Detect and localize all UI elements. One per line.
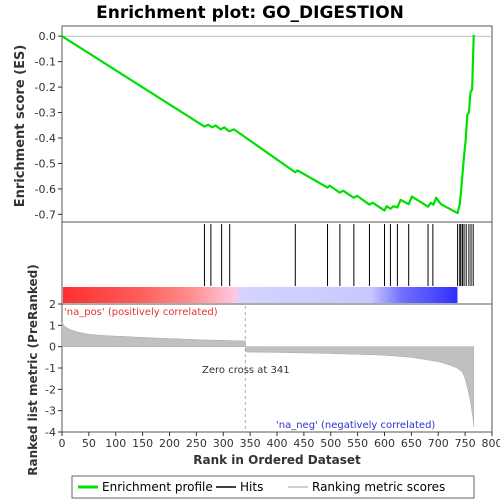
metric-y-tick-label: 2 bbox=[49, 298, 56, 311]
x-tick-label: 500 bbox=[320, 437, 341, 450]
es-y-tick-label: -0.1 bbox=[35, 56, 56, 69]
metric-y-tick-label: -3 bbox=[45, 405, 56, 418]
ranking-metric-fill bbox=[61, 321, 474, 427]
es-y-tick-label: -0.6 bbox=[35, 183, 56, 196]
pos-annotation: 'na_pos' (positively correlated) bbox=[64, 307, 218, 318]
es-y-tick-label: -0.2 bbox=[35, 81, 56, 94]
es-panel bbox=[61, 25, 493, 223]
metric-axis-label: Ranked list metric (PreRanked) bbox=[26, 264, 40, 476]
metric-y-tick-label: 0 bbox=[49, 341, 56, 354]
x-tick-label: 450 bbox=[293, 437, 314, 450]
x-tick-label: 650 bbox=[401, 437, 422, 450]
es-y-tick-label: -0.4 bbox=[35, 132, 56, 145]
x-tick-label: 700 bbox=[428, 437, 449, 450]
x-tick-label: 350 bbox=[240, 437, 261, 450]
enrichment-profile-line bbox=[61, 34, 475, 215]
x-tick-label: 400 bbox=[267, 437, 288, 450]
es-y-tick-label: -0.7 bbox=[35, 208, 56, 221]
legend-box bbox=[71, 475, 475, 499]
x-tick-label: 0 bbox=[59, 437, 66, 450]
zero-cross-annotation: Zero cross at 341 bbox=[202, 365, 290, 376]
x-tick-label: 550 bbox=[347, 437, 368, 450]
es-y-tick-label: -0.3 bbox=[35, 107, 56, 120]
x-tick-label: 300 bbox=[213, 437, 234, 450]
metric-y-tick-label: -4 bbox=[45, 426, 56, 439]
hit-markers bbox=[203, 224, 474, 286]
neg-annotation: 'na_neg' (negatively correlated) bbox=[276, 420, 435, 431]
legend-label: Ranking metric scores bbox=[312, 480, 445, 494]
x-tick-label: 100 bbox=[105, 437, 126, 450]
x-tick-label: 750 bbox=[455, 437, 476, 450]
es-panel-ticks: 0.0 -0.1 -0.2 -0.3 -0.4 -0.5 -0.6 -0.7 bbox=[35, 30, 492, 221]
legend: Enrichment profile Hits Ranking metric sco… bbox=[78, 480, 445, 494]
es-y-tick-label: -0.5 bbox=[35, 157, 56, 170]
metric-y-tick-label: -2 bbox=[45, 383, 56, 396]
x-axis-label: Rank in Ordered Dataset bbox=[193, 453, 361, 467]
x-tick-label: 150 bbox=[132, 437, 153, 450]
x-tick-label: 250 bbox=[186, 437, 207, 450]
es-axis-label: Enrichment score (ES) bbox=[13, 45, 28, 208]
enrichment-profile bbox=[61, 34, 475, 215]
x-tick-label: 50 bbox=[82, 437, 96, 450]
x-tick-label: 200 bbox=[159, 437, 180, 450]
metric-panel bbox=[61, 303, 493, 433]
ranking-metric-area bbox=[61, 306, 474, 430]
x-tick-label: 600 bbox=[374, 437, 395, 450]
metric-panel-ticks: 2 1 0 -1 -2 -3 -4 bbox=[45, 298, 62, 439]
x-axis-ticks: 0 50 100 150 200 250 300 350 400 450 500 550 600 650 7… bbox=[59, 432, 500, 450]
rank-band bbox=[63, 287, 475, 303]
chart-title: Enrichment plot: GO_DIGESTION bbox=[96, 3, 404, 23]
es-y-tick-label: 0.0 bbox=[39, 30, 57, 43]
metric-y-tick-label: 1 bbox=[49, 319, 56, 332]
legend-label: Hits bbox=[240, 480, 263, 494]
metric-y-tick-label: -1 bbox=[45, 362, 56, 375]
legend-label: Enrichment profile bbox=[102, 480, 213, 494]
x-tick-label: 800 bbox=[482, 437, 500, 450]
rank-color-band bbox=[63, 287, 475, 303]
